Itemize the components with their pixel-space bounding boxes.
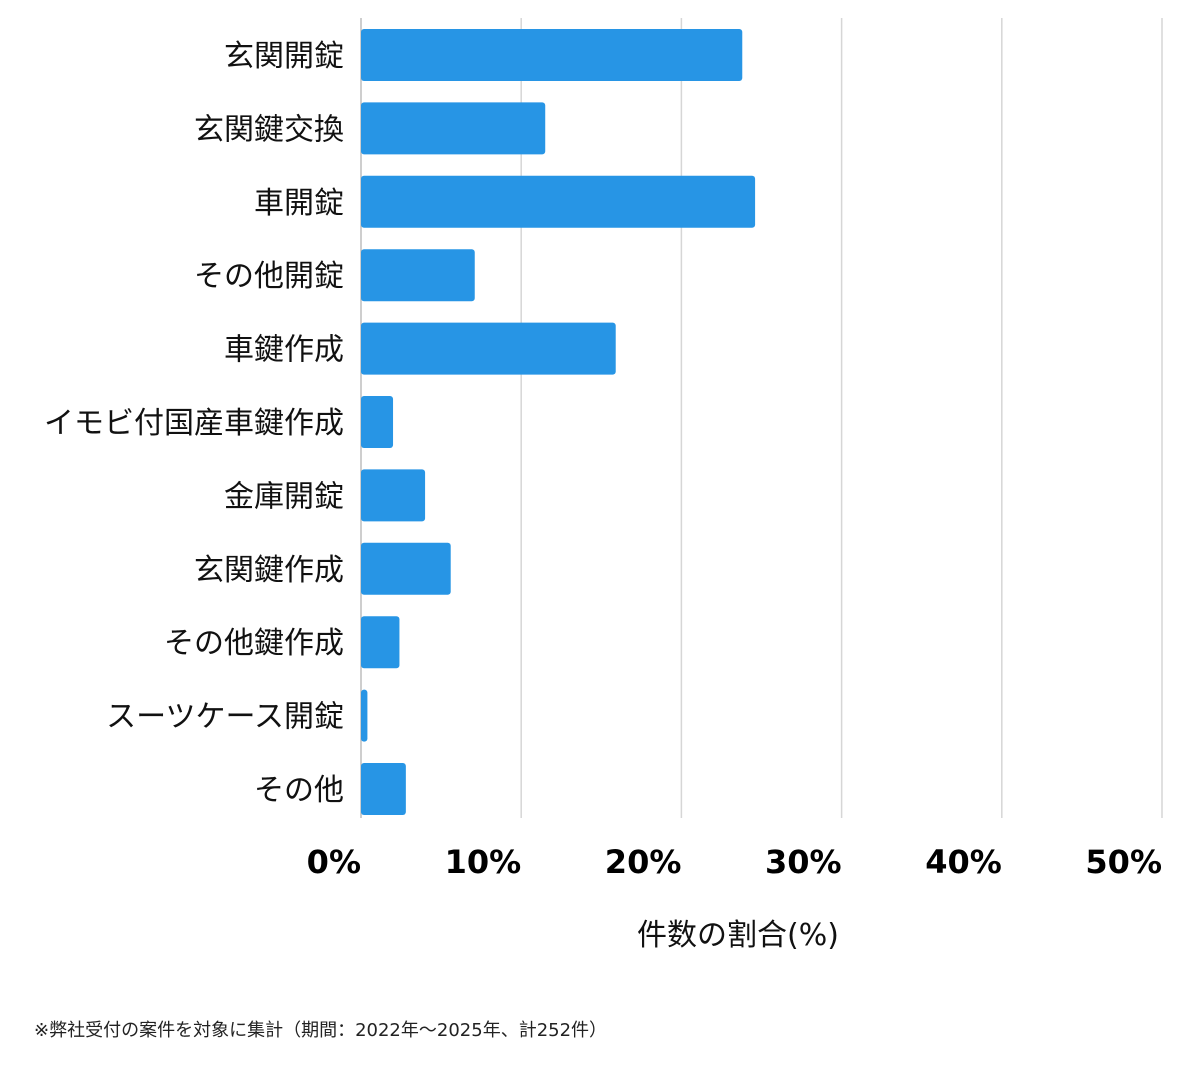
category-label-3: その他開錠 [194, 259, 344, 294]
bar-chart: 玄関開錠玄関鍵交換車開錠その他開錠車鍵作成イモビ付国産車鍵作成金庫開錠玄関鍵作成… [44, 18, 1163, 953]
category-label-10: その他 [254, 773, 344, 808]
bar-4[interactable] [361, 322, 616, 375]
category-label-8: その他鍵作成 [164, 626, 344, 661]
x-axis-title: 件数の割合(%) [637, 918, 839, 953]
category-label-1: 玄関鍵交換 [194, 112, 344, 147]
bar-6[interactable] [361, 469, 426, 522]
bars [361, 29, 756, 815]
bar-0[interactable] [361, 29, 743, 81]
footnote: ※弊社受付の案件を対象に集計（期間：2022年～2025年、計252件） [34, 1020, 608, 1041]
x-tick-label-3: 30% [765, 843, 842, 881]
bar-10[interactable] [361, 763, 406, 815]
x-tick-labels: 0% 10% 20% 30% 40% 50% [307, 843, 1162, 881]
x-tick-label-5: 50% [1085, 843, 1162, 881]
bar-1[interactable] [361, 102, 546, 155]
category-label-5: イモビ付国産車鍵作成 [44, 406, 344, 441]
x-tick-label-0: 0% [307, 843, 361, 881]
bar-7[interactable] [361, 542, 451, 595]
category-label-0: 玄関開錠 [224, 39, 344, 74]
bar-2[interactable] [361, 175, 756, 228]
category-label-4: 車鍵作成 [224, 333, 344, 368]
x-tick-label-4: 40% [925, 843, 1002, 881]
category-label-9: スーツケース開錠 [106, 700, 344, 735]
category-label-7: 玄関鍵作成 [194, 553, 344, 588]
category-label-6: 金庫開錠 [224, 479, 344, 514]
bar-3[interactable] [361, 249, 475, 302]
category-labels: 玄関開錠玄関鍵交換車開錠その他開錠車鍵作成イモビ付国産車鍵作成金庫開錠玄関鍵作成… [44, 39, 344, 808]
bar-8[interactable] [361, 616, 400, 669]
category-label-2: 車開錠 [254, 186, 344, 221]
x-tick-label-2: 20% [605, 843, 682, 881]
x-tick-label-1: 10% [445, 843, 522, 881]
bar-9[interactable] [361, 689, 368, 742]
bar-5[interactable] [361, 396, 394, 448]
